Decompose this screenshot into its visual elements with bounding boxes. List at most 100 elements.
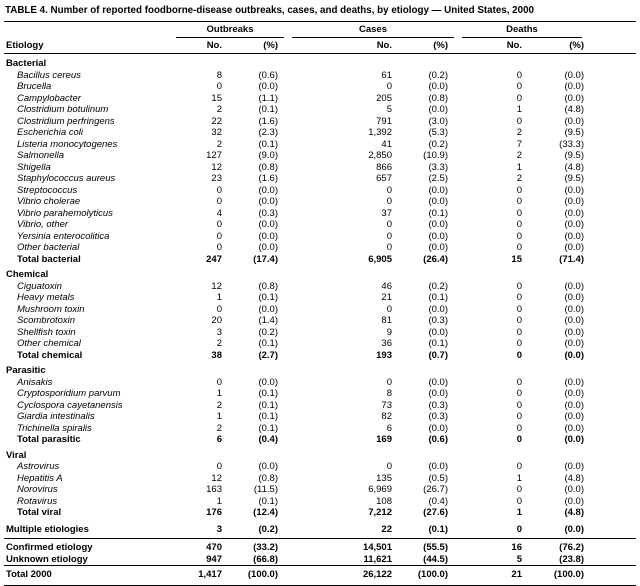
deaths-no-cell [458,361,524,377]
cases-pct-cell: (0.1) [428,338,448,349]
cases-no-cell: 14,501 [288,538,394,554]
deaths-no-cell: 5 [516,553,522,565]
etiology-label: Scombrotoxin [17,315,76,326]
etiology-label: Confirmed etiology [4,538,172,554]
deaths-no-cell: 0 [516,484,522,495]
outbreaks-pct-cell: (1.6) [258,115,278,127]
etiology-label: Total 2000 [4,565,172,585]
etiology-table: Outbreaks Cases Deaths Etiology No. (%) … [4,22,636,586]
table-row: Clostridium botulinum 2 (0.1) 5 (0.0) 1 (4.8) [4,104,636,116]
etiology-label: Heavy metals [17,292,75,303]
etiology-label: Mushroom toxin [17,303,85,315]
deaths-no-cell: 1 [516,161,522,173]
outbreaks-pct-cell [224,265,288,281]
deaths-pct-cell: (0.0) [564,207,584,219]
etiology-label: Bacillus cereus [17,69,81,81]
etiology-label: Total bacterial [17,253,81,265]
etiology-label: Shellfish toxin [17,326,76,338]
deaths-pct-cell: (100.0) [524,565,636,585]
outbreaks-pct-cell: (0.8) [258,161,278,173]
etiology-label: Clostridium botulinum [17,104,109,115]
cases-pct-cell: (0.5) [428,472,448,484]
outbreaks-pct-cell: (2.3) [258,127,278,138]
deaths-pct-cell: (0.0) [564,461,584,472]
deaths-pct-cell: (0.0) [564,242,584,253]
deaths-no-cell: 0 [516,81,522,92]
cases-no-cell: 135 [376,472,392,484]
etiology-label: Yersinia enterocolitica [17,230,110,242]
table-row: Anisakis 0 (0.0) 0 (0.0) 0 (0.0) [4,377,636,389]
deaths-pct-cell: (0.0) [564,69,584,81]
table-row: Cyclospora cayetanensis 2 (0.1) 73 (0.3) 0 (0.… [4,400,636,412]
outbreaks-pct-cell: (0.0) [258,303,278,315]
table-row: Chemical [4,265,636,281]
outbreaks-pct-cell [224,54,288,70]
etiology-label: Vibrio cholerae [17,196,81,207]
outbreaks-pct-cell: (9.0) [258,150,278,161]
table-row: Salmonella 127 (9.0) 2,850 (10.9) 2 (9.5) [4,150,636,162]
table-row: Heavy metals 1 (0.1) 21 (0.1) 0 (0.0) [4,292,636,304]
table-row: Escherichia coli 32 (2.3) 1,392 (5.3) 2 (9.5) [4,127,636,139]
deaths-no-cell: 0 [516,495,522,507]
etiology-label: Viral [6,449,27,461]
etiology-label: Salmonella [17,150,64,161]
outbreaks-pct-cell: (0.8) [258,280,278,292]
cases-no-cell: 0 [386,303,392,315]
deaths-no-cell: 0 [516,196,522,207]
deaths-pct-cell: (0.0) [564,411,584,422]
cases-pct-cell: (2.5) [428,173,448,184]
cases-no-cell: 41 [381,138,392,150]
deaths-no-cell: 2 [516,150,522,161]
outbreaks-no-cell: 4 [216,207,222,219]
etiology-label: Parasitic [6,365,46,376]
cases-no-cell: 657 [376,173,392,184]
cases-pct-cell: (0.2) [428,69,448,81]
etiology-label: Trichinella spiralis [17,422,92,434]
deaths-pct-cell [524,361,636,377]
cases-pct-cell: (26.4) [423,253,448,265]
deaths-no-cell: 0 [516,422,522,434]
deaths-no-cell: 0 [516,315,522,326]
cases-no-cell: 0 [386,219,392,230]
column-group-deaths-label: Deaths [462,24,582,38]
deaths-pct-cell: (0.0) [564,315,584,326]
deaths-pct-cell: (0.0) [564,92,584,104]
cases-no-cell: 11,621 [363,553,392,565]
deaths-no-cell: 0 [516,461,522,472]
outbreaks-no-cell: 2 [216,399,222,411]
cases-pct-cell: (0.1) [428,292,448,303]
outbreaks-pct-cell: (17.4) [253,253,278,265]
cases-no-cell: 6,969 [368,484,392,495]
deaths-no-cell [458,446,524,462]
outbreaks-no-cell [172,54,224,70]
column-header-deaths-pct: (%) [524,37,636,54]
table-row: Total chemical 38 (2.7) 193 (0.7) 0 (0.0) [4,350,636,362]
outbreaks-pct-cell: (0.0) [258,461,278,472]
cases-pct-cell: (5.3) [428,127,448,138]
etiology-label: Vibrio parahemolyticus [17,207,113,219]
outbreaks-no-cell: 3 [216,523,222,535]
cases-pct-cell [394,446,458,462]
cases-no-cell: 61 [381,69,392,81]
etiology-label: Multiple etiologies [6,523,89,535]
outbreaks-pct-cell: (0.1) [258,292,278,303]
etiology-label: Rotavirus [17,495,58,507]
etiology-label: Chemical [6,269,49,280]
outbreaks-no-cell: 176 [206,507,222,518]
outbreaks-no-cell: 2 [216,138,222,150]
cases-pct-cell: (100.0) [394,565,458,585]
deaths-pct-cell: (0.0) [564,196,584,207]
cases-pct-cell: (0.0) [428,388,448,399]
deaths-pct-cell [524,265,636,281]
cases-no-cell [288,361,394,377]
column-header-outbreaks-no: No. [172,37,224,54]
outbreaks-no-cell: 20 [211,315,222,326]
outbreaks-no-cell: 12 [211,280,222,292]
cases-pct-cell: (0.0) [428,184,448,196]
cases-no-cell: 169 [376,434,392,445]
deaths-no-cell: 0 [516,184,522,196]
deaths-no-cell: 0 [516,376,522,388]
cases-no-cell: 193 [376,349,392,361]
cases-pct-cell: (44.5) [423,553,448,565]
